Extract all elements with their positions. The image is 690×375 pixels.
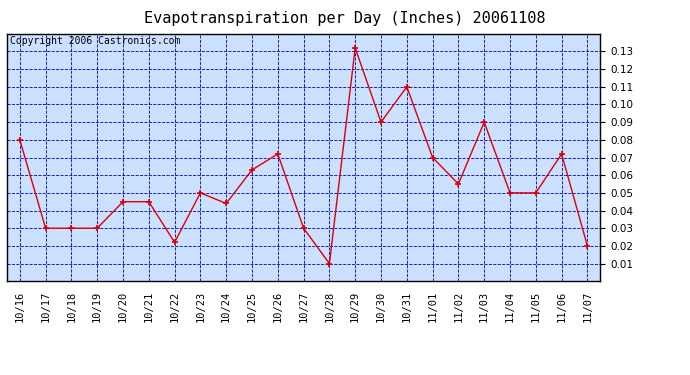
Text: Copyright 2006 Castronics.com: Copyright 2006 Castronics.com	[10, 36, 180, 46]
Text: Evapotranspiration per Day (Inches) 20061108: Evapotranspiration per Day (Inches) 2006…	[144, 11, 546, 26]
